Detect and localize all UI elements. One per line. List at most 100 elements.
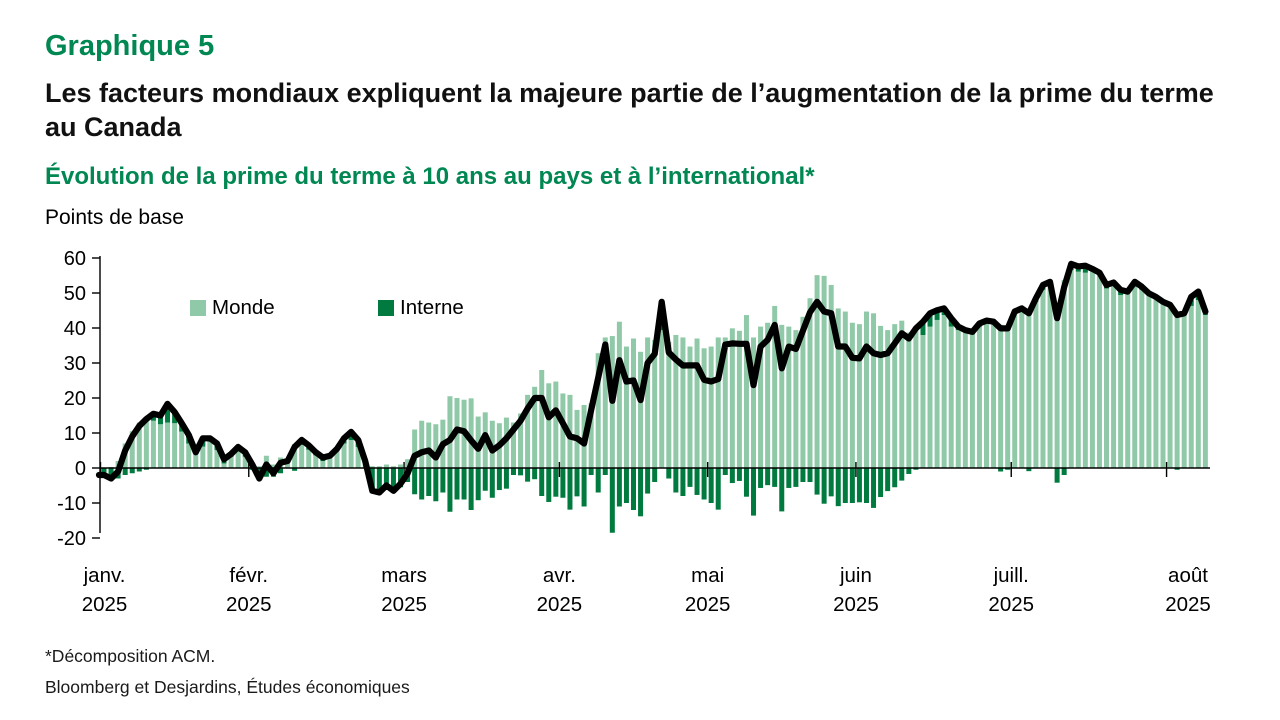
bar-monde (701, 348, 707, 468)
bar-interne (1054, 468, 1060, 483)
x-tick-year-label: 2025 (1165, 593, 1211, 616)
bar-interne (546, 468, 552, 502)
bars-group (101, 263, 1208, 533)
bar-monde (786, 326, 792, 468)
bar-monde (355, 447, 361, 468)
bar-monde (503, 417, 509, 468)
bar-interne (539, 468, 545, 496)
bar-monde (193, 453, 199, 468)
bar-monde (518, 413, 524, 468)
bar-monde (412, 429, 418, 468)
bar-monde (722, 337, 728, 468)
bar-interne (489, 468, 495, 498)
bar-monde (1181, 314, 1187, 468)
y-tick-label: -10 (57, 493, 86, 515)
bar-interne (503, 468, 509, 489)
bar-monde (842, 311, 848, 468)
bar-interne (101, 468, 107, 475)
bar-monde (863, 311, 869, 468)
bar-monde (616, 321, 622, 468)
bar-monde (708, 346, 714, 468)
x-tick-month-label: mars (381, 564, 427, 587)
bar-monde (405, 459, 411, 468)
x-tick-year-label: 2025 (685, 593, 731, 616)
bar-monde (659, 330, 665, 468)
x-tick-year-label: 2025 (82, 593, 128, 616)
bar-monde (835, 308, 841, 468)
bar-monde (1068, 269, 1074, 468)
bar-interne (680, 468, 686, 496)
bar-monde (242, 456, 248, 468)
bar-interne (772, 468, 778, 487)
bar-monde (645, 337, 651, 468)
bar-interne (108, 468, 114, 480)
bar-interne (157, 415, 163, 425)
bar-interne (765, 468, 771, 486)
bar-interne (779, 468, 785, 512)
x-tick-month-label: août (1168, 564, 1208, 587)
bar-interne (807, 468, 813, 482)
bar-monde (299, 444, 305, 468)
bar-interne (496, 468, 502, 491)
bar-interne (1082, 265, 1088, 273)
bar-monde (1061, 280, 1067, 468)
bar-interne (652, 468, 658, 482)
bar-interne (849, 468, 855, 503)
bar-monde (631, 338, 636, 468)
bar-interne (885, 468, 891, 492)
bar-monde (743, 315, 749, 468)
bar-monde (1005, 326, 1011, 468)
bar-monde (913, 326, 919, 468)
bar-interne (447, 468, 453, 512)
bar-monde (228, 456, 234, 468)
bar-monde (150, 420, 156, 468)
bar-interne (560, 468, 566, 498)
y-tick-label: 30 (64, 353, 86, 375)
bar-monde (419, 420, 425, 468)
bar-monde (1146, 295, 1152, 468)
bar-interne (701, 468, 707, 500)
bar-monde (807, 298, 813, 468)
bar-monde (885, 330, 891, 468)
bar-monde (200, 446, 206, 468)
footnote: *Décomposition ACM. (45, 646, 216, 666)
bar-monde (1026, 310, 1032, 468)
bar-interne (553, 468, 559, 497)
bar-monde (468, 398, 474, 468)
bar-monde (892, 324, 898, 468)
bar-interne (165, 403, 171, 423)
bar-monde (878, 325, 884, 468)
bar-monde (532, 386, 538, 468)
bar-monde (390, 466, 396, 468)
bar-interne (835, 468, 841, 507)
bar-monde (1054, 303, 1060, 468)
y-tick-label: 20 (64, 388, 86, 410)
bar-interne (793, 468, 799, 487)
total-line (95, 260, 1209, 496)
bar-monde (348, 440, 354, 468)
bar-monde (694, 338, 700, 468)
bar-monde (1139, 289, 1145, 468)
legend-swatch-interne (378, 300, 394, 316)
bar-monde (433, 424, 439, 468)
bar-monde (136, 422, 142, 468)
bar-monde (510, 422, 516, 468)
source-line: Bloomberg et Desjardins, Études économiq… (45, 677, 410, 697)
bar-monde (666, 342, 672, 468)
bar-monde (546, 383, 552, 468)
bar-interne (1026, 468, 1032, 472)
bar-interne (292, 468, 298, 471)
bar-monde (1111, 284, 1117, 468)
y-tick-label: 60 (64, 248, 86, 270)
bar-monde (383, 464, 389, 468)
bar-interne (482, 468, 488, 491)
bar-interne (1005, 468, 1011, 470)
bar-monde (821, 275, 827, 468)
bar-interne (1061, 468, 1067, 475)
bar-interne (510, 468, 516, 475)
bar-interne (736, 468, 742, 481)
bar-monde (779, 324, 785, 468)
legend-label-interne: Interne (400, 296, 464, 319)
bar-monde (143, 417, 149, 468)
